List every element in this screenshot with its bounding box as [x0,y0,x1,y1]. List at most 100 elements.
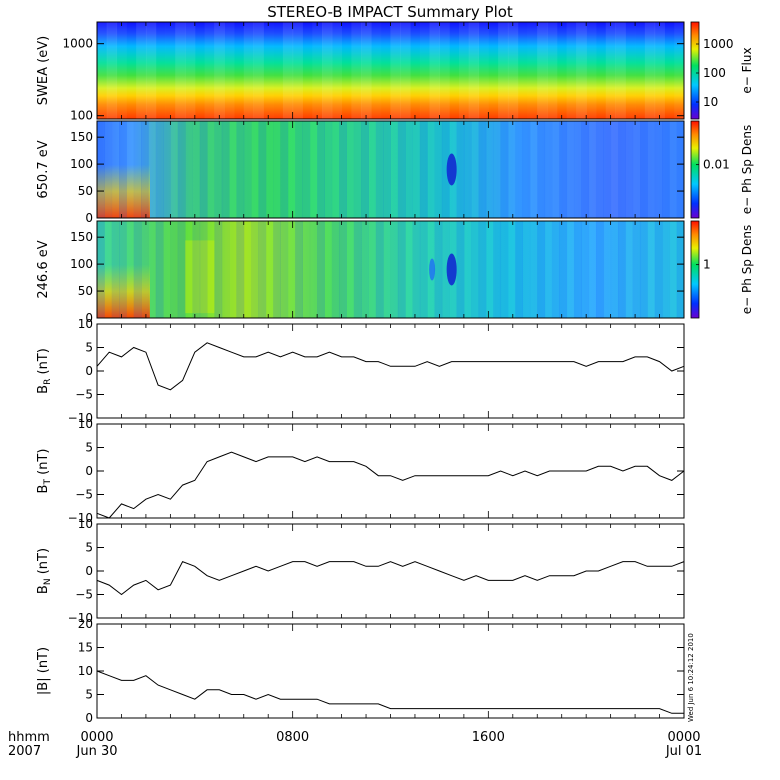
pad650-hot-region [97,164,150,218]
bmag-ytick-label: 15 [78,641,93,655]
pad246-stripe [464,221,472,318]
bn-series-line [96,560,685,596]
swea-ytick-label: 1000 [62,37,93,51]
bn-ylabel: BN (nT) [36,548,53,594]
swea-stripe [644,22,656,119]
panel-bt: −10 −5 0 5 10 BT (nT) [36,417,685,525]
swea-colorbar-tick-label: 100 [703,66,726,80]
swea-stripe [273,22,283,119]
pad650-stripe [603,121,612,218]
pad246-colorbar-label: e− Ph Sp Dens [740,225,754,314]
pad246-stripe [456,221,465,318]
swea-stripe [596,22,606,119]
swea-stripe [498,22,509,119]
pad246-stripe [133,221,142,318]
pad650-stripe [310,121,318,218]
pad650-stripe [573,121,582,218]
pad246-stripe [375,221,384,318]
pad650-ylabel: 650.7 eV [36,140,51,198]
pad650-stripe [258,121,267,218]
bt-ytick-label: 5 [85,441,93,455]
pad650-stripe [199,121,208,218]
pad246-stripe [654,221,663,318]
swea-stripe [468,22,480,119]
br-ytick-label: 5 [85,341,93,355]
pad246-stripe [500,221,509,318]
pad650-colorbar [690,120,700,219]
panel-pad246: 1 e− Ph Sp Dens 0 50 100 150 246.6 eV [36,220,754,325]
pad650-stripe [654,121,663,218]
pad246-stripe [647,221,655,318]
swea-stripe [625,22,635,119]
swea-stripe [234,22,244,119]
swea-stripe [224,22,235,119]
pad246-stripe [331,221,340,318]
pad650-stripe [441,121,450,218]
pad650-stripe [155,121,164,218]
pad650-stripe [353,121,362,218]
bmag-series-line [96,670,684,714]
pad246-stripe [515,221,524,318]
swea-stripe [429,22,440,119]
bt-ylabel: BT (nT) [36,449,53,494]
panel-bn: −10 −5 0 5 10 BN (nT) [36,517,685,625]
pad246-stripe [295,221,303,318]
swea-stripe [116,22,127,119]
pad650-stripe [661,121,670,218]
pad246-stripe [617,221,626,318]
pad246-ytick-label: 100 [70,257,93,271]
swea-ylabel: SWEA (eV) [36,36,51,105]
pad246-stripe [478,221,487,318]
pad650-stripe [332,121,340,218]
pad650-stripe [485,121,494,218]
swea-stripe [263,22,273,119]
swea-stripe [214,22,225,119]
pad650-stripe [405,121,414,218]
pad246-stripe [471,221,480,318]
pad246-stripe [632,221,641,318]
pad650-stripe [207,121,215,218]
swea-stripe [175,22,186,119]
bt-plot-area [97,424,684,518]
pad246-stripe [317,221,325,318]
pad650-stripe [214,121,223,218]
xtick-sublabel: Jul 01 [665,744,702,759]
pad650-stripe [280,121,289,218]
pad650-stripe [383,121,391,218]
pad246-ytick-label: 50 [78,284,93,298]
pad650-stripe [595,121,604,218]
pad246-spot-2 [429,258,436,281]
swea-stripe [381,22,391,119]
swea-stripe [371,22,381,119]
bmag-plot-area [97,624,684,718]
pad650-stripe [397,121,406,218]
pad650-dark-spot [446,153,457,186]
pad246-stripe [625,221,633,318]
pad650-stripe [288,121,296,218]
footer-year: 2007 [8,744,41,759]
pad650-stripe [500,121,509,218]
pad246-stripe [244,221,252,318]
pad650-colorbar-tick-label: 0.01 [703,158,730,172]
pad650-stripe [463,121,472,218]
br-series-line [96,342,685,391]
pad650-stripe [456,121,465,218]
pad650-stripe [302,121,311,218]
pad246-stripe [441,221,450,318]
pad246-stripe [207,221,215,318]
xtick-label: 1600 [472,730,505,745]
pad246-stripe [353,221,362,318]
pad650-stripe [192,121,201,218]
pad246-stripe [229,221,237,318]
pad246-stripe [236,221,245,318]
pad650-stripe [112,121,120,218]
xtick-label: 0800 [276,730,309,745]
swea-stripe [410,22,420,119]
pad246-stripe [589,221,597,318]
pad650-stripe [185,121,193,218]
pad246-stripe [573,221,582,318]
pad650-stripe [669,121,677,218]
pad246-dark-spot [446,253,457,286]
pad650-ytick-label: 0 [85,211,93,225]
